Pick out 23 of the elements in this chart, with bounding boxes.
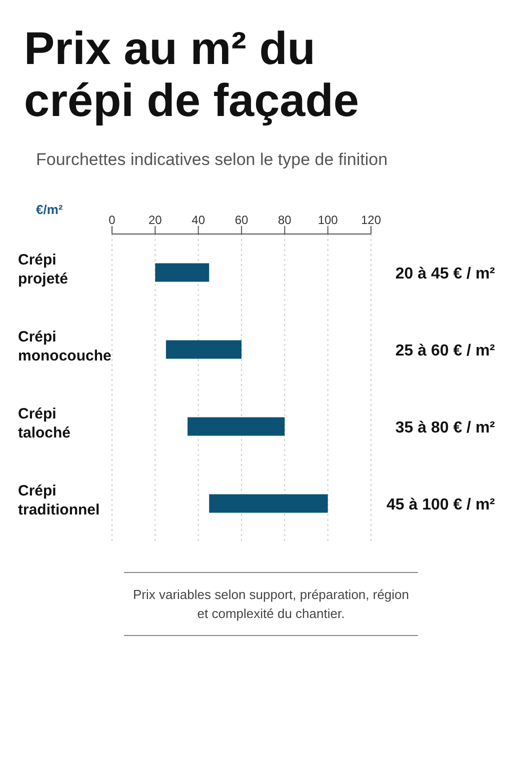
bar — [188, 417, 285, 436]
x-tick-label: 80 — [278, 213, 292, 227]
x-tick-label: 100 — [318, 213, 338, 227]
x-tick-label: 0 — [108, 213, 116, 227]
x-axis-title: €/m² — [36, 202, 63, 217]
text: 35 à 80 € / m² — [395, 420, 495, 436]
bar — [209, 494, 328, 513]
y-tick-label: Crépi projeté — [18, 252, 68, 288]
x-tick-label: 20 — [148, 213, 162, 227]
y-tick-label: Crépi traditionnel — [18, 482, 100, 518]
bar — [166, 340, 242, 359]
bar — [155, 263, 210, 282]
text: 25 à 60 € / m² — [395, 342, 495, 360]
y-tick-label: Crépi monocouche — [18, 328, 112, 364]
x-tick-label: 60 — [234, 213, 248, 227]
x-tick-label: 120 — [360, 213, 382, 227]
x-tick-label: 40 — [192, 213, 206, 227]
chart-title: Prix au m² du crépi de façade — [23, 21, 360, 126]
text: 20 à 45 € / m² — [395, 266, 495, 282]
chart-subtitle: Fourchettes indicatives selon le type de finition — [36, 150, 389, 170]
y-tick-label: Crépi taloché — [18, 406, 71, 442]
text: Prix variables selon support, préparation, région et complexité du chantier. — [124, 572, 418, 636]
text: 45 à 100 € / m² — [386, 496, 495, 514]
